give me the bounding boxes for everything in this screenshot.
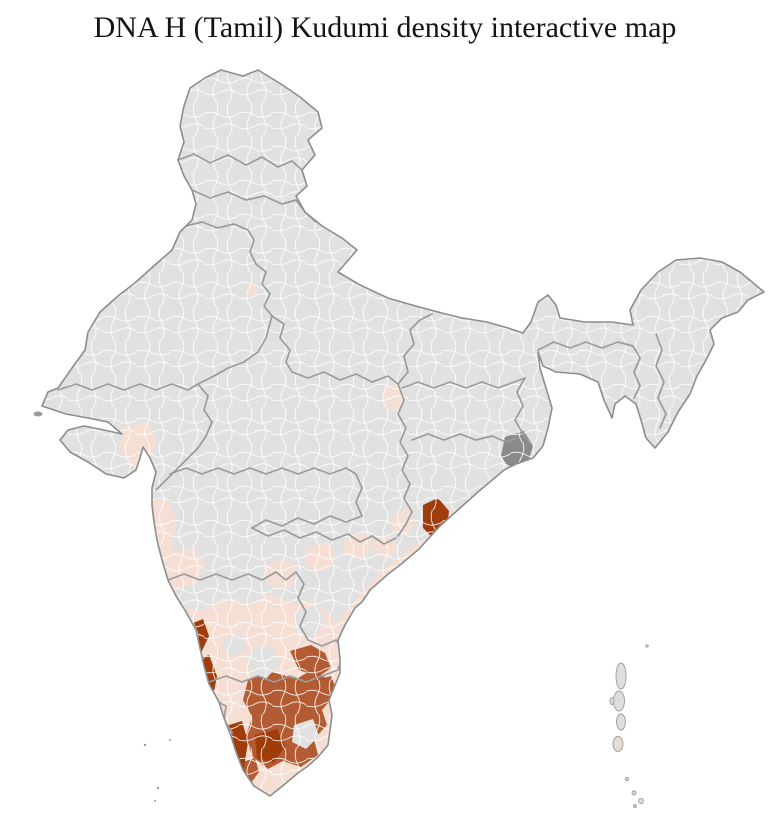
page-title: DNA H (Tamil) Kudumi density interactive…	[93, 11, 677, 44]
no-data-kerala-coast[interactable]	[212, 733, 232, 797]
lakshadweep-dot-2[interactable]	[169, 739, 171, 741]
island-dot-2[interactable]	[625, 777, 629, 781]
lakshadweep-dot-4[interactable]	[154, 800, 156, 802]
island-nicobar-2[interactable]	[638, 798, 644, 804]
island-south-andaman[interactable]	[616, 713, 626, 731]
lakshadweep-islands[interactable]	[143, 739, 171, 802]
island-nicobar-1[interactable]	[631, 790, 637, 796]
island-small-andaman[interactable]	[609, 697, 615, 705]
lakshadweep-dot-1[interactable]	[143, 743, 147, 747]
island-little-andaman[interactable]	[612, 736, 624, 752]
island-dot-1[interactable]	[645, 644, 649, 648]
kutch-islet[interactable]	[33, 411, 43, 417]
country-border	[41, 69, 765, 797]
island-middle-andaman[interactable]	[613, 690, 625, 712]
island-nicobar-3[interactable]	[633, 804, 637, 808]
lakshadweep-dot-3[interactable]	[156, 786, 160, 790]
island-north-andaman[interactable]	[615, 662, 627, 690]
andaman-nicobar-islands[interactable]	[609, 644, 649, 808]
